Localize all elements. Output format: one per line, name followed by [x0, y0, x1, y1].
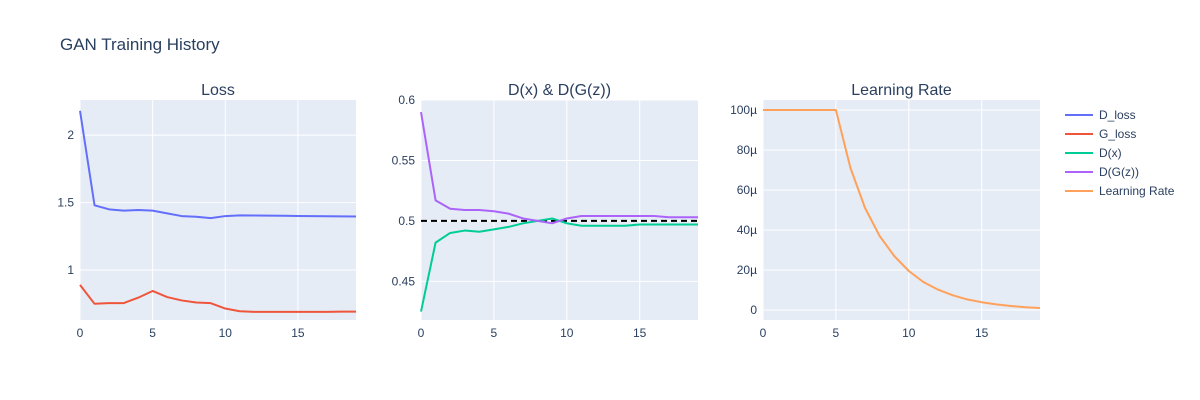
legend-label: G_loss [1099, 127, 1136, 141]
y-tick-label: 100µ [730, 103, 757, 117]
subplots: 0 5 10 15 1 1.5 2 Loss 0 5 10 15 0.45 0.5 0.55 0.6 D(x) … [57, 82, 1041, 340]
plot-area [763, 100, 1040, 320]
y-tick-label: 20µ [737, 263, 757, 277]
legend-item[interactable]: D(x) [1065, 146, 1122, 160]
legend-label: Learning Rate [1099, 184, 1175, 198]
series-line-g-loss [79, 284, 356, 313]
series-line-learning-rate [763, 109, 1041, 309]
x-tick-label: 5 [149, 326, 156, 340]
legend[interactable]: D_loss G_loss D(x) D(G(z)) Learning Rate [1065, 108, 1175, 198]
x-tick-label: 15 [291, 326, 305, 340]
subplot-1: 0 5 10 15 1 1.5 2 Loss [57, 82, 357, 340]
figure-title: GAN Training History [60, 35, 220, 54]
x-tick-label: 15 [633, 326, 647, 340]
subplot-2: 0 5 10 15 0.45 0.5 0.55 0.6 D(x) & D(G(z)) [392, 82, 698, 340]
x-tick-label: 10 [902, 326, 916, 340]
y-tick-label: 0 [750, 303, 757, 317]
y-tick-label: 1 [67, 263, 74, 277]
subplot-title: Loss [201, 82, 235, 99]
x-tick-label: 15 [975, 326, 989, 340]
legend-label: D(G(z)) [1099, 165, 1139, 179]
series-line-d-g-z [420, 111, 698, 225]
x-tick-label: 0 [418, 326, 425, 340]
subplot-title: D(x) & D(G(z)) [508, 82, 611, 99]
y-tick-label: 2 [67, 128, 74, 142]
x-tick-label: 10 [219, 326, 233, 340]
y-tick-label: 60µ [737, 183, 757, 197]
x-tick-label: 5 [491, 326, 498, 340]
y-tick-label: 0.55 [392, 153, 416, 167]
subplot-title: Learning Rate [851, 82, 952, 99]
legend-label: D_loss [1099, 108, 1136, 122]
y-tick-label: 0.5 [398, 214, 415, 228]
x-tick-label: 5 [833, 326, 840, 340]
legend-item[interactable]: G_loss [1065, 127, 1136, 141]
y-tick-label: 0.45 [392, 274, 416, 288]
y-tick-label: 80µ [737, 143, 757, 157]
y-tick-label: 0.6 [398, 93, 415, 107]
x-tick-label: 0 [760, 326, 767, 340]
x-tick-label: 0 [77, 326, 84, 340]
legend-item[interactable]: Learning Rate [1065, 184, 1175, 198]
y-tick-label: 40µ [737, 223, 757, 237]
x-tick-label: 10 [560, 326, 574, 340]
subplot-3: 0 5 10 15 0 20µ 40µ 60µ 80µ 100µ Learning Rate [730, 82, 1041, 340]
series-line-d-loss [79, 110, 357, 220]
legend-item[interactable]: D(G(z)) [1065, 165, 1139, 179]
y-tick-label: 1.5 [57, 196, 74, 210]
legend-label: D(x) [1099, 146, 1122, 160]
legend-item[interactable]: D_loss [1065, 108, 1136, 122]
